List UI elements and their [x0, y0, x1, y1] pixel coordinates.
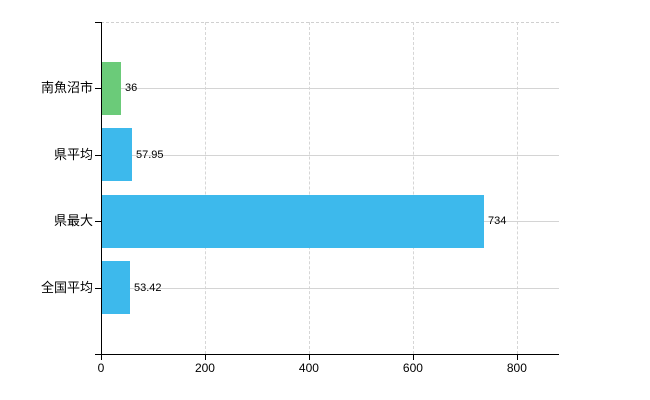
category-label-県最大: 県最大 — [53, 213, 93, 229]
gridline-x-800 — [516, 22, 518, 354]
x-tick-label: 600 — [402, 361, 423, 375]
value-label: 53.42 — [134, 281, 162, 294]
value-label: 734 — [488, 215, 507, 228]
x-tick — [101, 355, 102, 360]
bar-南魚沼市 — [102, 61, 121, 115]
value-label: 36 — [125, 82, 138, 95]
x-tick — [412, 355, 414, 360]
x-tick — [516, 355, 518, 360]
x-axis — [95, 354, 559, 355]
x-tick — [308, 355, 310, 360]
y-axis — [101, 22, 102, 355]
bar-県平均 — [102, 128, 132, 182]
gridline-x-400 — [308, 22, 310, 354]
y-tick — [95, 154, 101, 156]
y-tick — [95, 287, 101, 289]
x-tick-label: 800 — [506, 361, 527, 375]
gridline-row — [101, 154, 559, 156]
x-tick-label: 200 — [194, 361, 215, 375]
bar-県最大 — [102, 194, 484, 248]
category-label-県平均: 県平均 — [53, 146, 93, 162]
y-tick — [95, 221, 101, 223]
gridline-row — [101, 287, 559, 289]
category-label-全国平均: 全国平均 — [40, 279, 93, 295]
plot-top-gridline — [101, 22, 559, 23]
value-label: 57.95 — [136, 148, 164, 161]
x-tick-label: 0 — [97, 361, 105, 375]
gridline-x-600 — [412, 22, 414, 354]
y-tick — [95, 88, 101, 90]
y-tick-top — [95, 22, 101, 23]
x-tick — [204, 355, 206, 360]
gridline-row — [101, 88, 559, 90]
category-label-南魚沼市: 南魚沼市 — [40, 80, 93, 96]
x-tick-label: 400 — [298, 361, 319, 375]
gridline-x-200 — [204, 22, 206, 354]
bar-全国平均 — [102, 261, 130, 315]
